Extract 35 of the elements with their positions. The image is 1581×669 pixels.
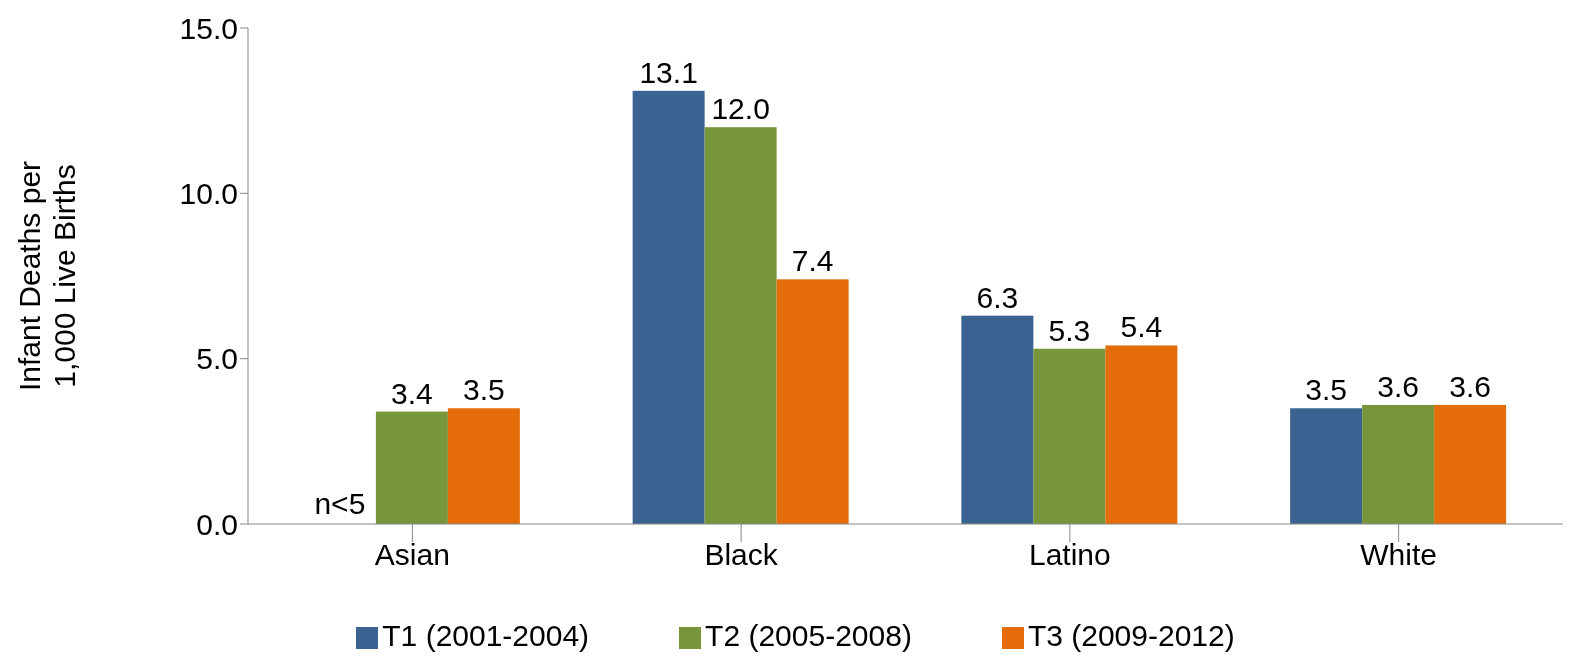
data-label: 12.0	[711, 92, 770, 126]
y-tick-label: 5.0	[196, 342, 238, 376]
data-label: 7.4	[791, 244, 834, 278]
bar	[375, 411, 448, 524]
y-tick-label: 0.0	[196, 507, 238, 541]
bar	[1362, 404, 1435, 524]
legend-label: T3 (2009-2012)	[1027, 619, 1235, 652]
data-label: 5.4	[1120, 310, 1163, 344]
data-label: 5.3	[1048, 313, 1091, 347]
bar	[1033, 348, 1106, 524]
x-tick-label: Asian	[374, 538, 450, 572]
bar	[1290, 408, 1363, 524]
bar	[1434, 404, 1507, 524]
data-label: 3.5	[1305, 373, 1347, 407]
x-tick-label: Black	[704, 538, 779, 572]
bar	[961, 315, 1034, 524]
data-label: 6.3	[976, 280, 1019, 314]
data-label: 3.5	[463, 373, 505, 407]
data-label: 3.6	[1377, 369, 1419, 403]
y-tick-label: 10.0	[179, 176, 238, 210]
legend-label: T2 (2005-2008)	[705, 619, 912, 652]
x-tick-label: Latino	[1029, 538, 1111, 572]
data-label: 3.6	[1449, 369, 1491, 403]
bar	[447, 408, 520, 524]
data-label: 13.1	[639, 55, 698, 89]
y-tick-label: 15.0	[179, 11, 238, 45]
x-tick-label: White	[1360, 538, 1437, 572]
text: n<5	[314, 487, 366, 520]
bar	[1105, 345, 1178, 524]
legend-label: T1 (2001-2004)	[382, 619, 590, 652]
bar	[704, 127, 777, 524]
y-axis-title: Infant Deaths per 1,000 Live Births	[13, 160, 81, 392]
bar	[776, 279, 849, 524]
bar	[632, 90, 705, 524]
data-label: 3.4	[391, 376, 433, 410]
